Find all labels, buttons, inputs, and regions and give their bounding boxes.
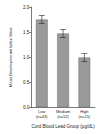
svg-text:0.0: 0.0 (23, 105, 30, 110)
svg-text:High: High (80, 109, 89, 115)
svg-text:1.5: 1.5 (23, 30, 30, 35)
svg-text:(n=43): (n=43) (36, 114, 48, 119)
svg-text:2.0: 2.0 (23, 5, 30, 10)
svg-text:(n=21): (n=21) (79, 114, 91, 119)
svg-text:0.5: 0.5 (23, 80, 30, 85)
svg-text:(n=52): (n=52) (57, 114, 69, 119)
svg-text:Cord Blood Lead Group (µg/dL): Cord Blood Lead Group (µg/dL) (32, 124, 96, 129)
svg-text:Low: Low (38, 109, 46, 115)
svg-text:Medium: Medium (56, 109, 71, 115)
svg-text:1.0: 1.0 (23, 55, 30, 60)
svg-text:Mean Developmental Index Value: Mean Developmental Index Value (8, 26, 13, 87)
